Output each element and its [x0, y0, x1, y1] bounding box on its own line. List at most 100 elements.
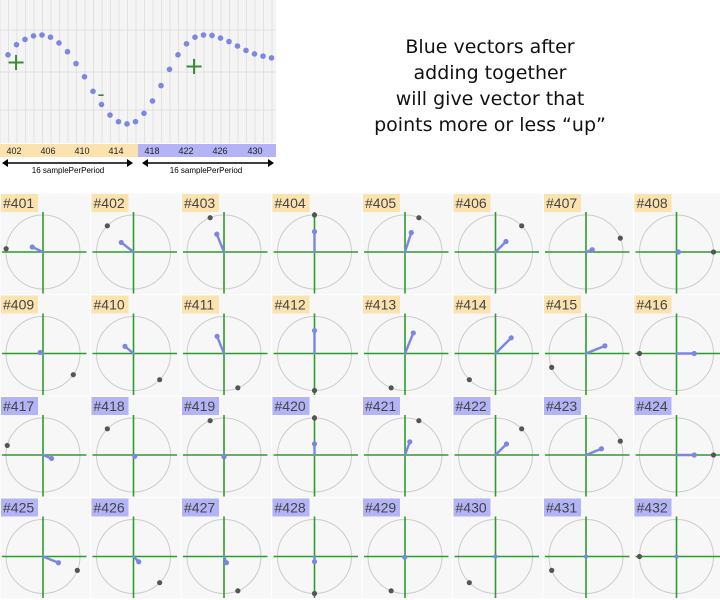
- sample-point: [200, 32, 207, 38]
- sample-label-bg: [363, 498, 400, 517]
- reference-dot: [74, 567, 80, 573]
- phasor-cell: #405: [362, 193, 452, 294]
- sample-label-bg: [544, 498, 581, 517]
- sample-point: [73, 60, 79, 67]
- reference-dot: [617, 438, 623, 444]
- sample-label-bg: [544, 295, 581, 314]
- phasor-tip: [583, 554, 589, 559]
- sample-label-bg: [91, 498, 129, 517]
- phasor-vector: [584, 344, 607, 355]
- sample-label-bg: [634, 498, 672, 517]
- sample-point: [243, 47, 249, 54]
- phasor-tip: [29, 244, 35, 250]
- phasor-cell: #422: [453, 396, 543, 497]
- sample-label-bg: [363, 295, 400, 314]
- sample-label-bg: [634, 295, 672, 314]
- sample-point: [5, 52, 11, 58]
- phasor-tip: [691, 452, 697, 458]
- phasor-cell: #430: [453, 498, 543, 599]
- reference-dot: [636, 350, 643, 357]
- sample-label-bg: [272, 498, 310, 517]
- period-tick-label: 430: [247, 146, 262, 156]
- sample-point: [47, 34, 54, 40]
- sample-label: #426: [94, 500, 125, 516]
- phasor-tip: [311, 327, 318, 334]
- phasor-tip: [602, 343, 608, 349]
- sample-label: #403: [184, 195, 215, 211]
- period-span-arrow: [2, 159, 133, 167]
- sample-point: [107, 112, 113, 118]
- phasor-tip: [37, 349, 43, 356]
- reference-dot: [104, 426, 110, 432]
- sample-label: #414: [456, 297, 487, 313]
- sample-label: #417: [3, 398, 34, 414]
- sample-label-bg: [182, 194, 219, 212]
- period-tick-label: 406: [40, 146, 55, 156]
- sample-label: #407: [546, 195, 577, 211]
- phasor-cell: #425: [0, 498, 90, 599]
- sample-label: #428: [275, 500, 306, 516]
- reference-dot: [519, 223, 525, 229]
- sample-label: #405: [365, 195, 396, 211]
- sample-point: [158, 82, 164, 89]
- phasor-cell: #401: [0, 193, 90, 294]
- sample-point: [13, 41, 20, 48]
- second-period-band: [138, 144, 276, 157]
- reference-dot: [416, 418, 422, 424]
- caption-line: will give vector that: [395, 88, 585, 110]
- reference-dot: [157, 580, 163, 586]
- sample-point: [141, 110, 147, 117]
- reference-dot: [710, 452, 717, 458]
- sample-point: [64, 48, 71, 55]
- period-tick-label: 418: [144, 146, 159, 156]
- caption-line: Blue vectors after: [405, 36, 575, 58]
- sample-point: [56, 40, 62, 46]
- sample-point: [166, 66, 173, 73]
- reference-dot: [311, 415, 318, 421]
- sample-label: #420: [275, 398, 306, 414]
- sample-label: #402: [94, 195, 125, 211]
- sample-label-bg: [272, 295, 310, 314]
- phasor-cell: #411: [181, 295, 271, 396]
- reference-dot: [549, 567, 555, 573]
- phasor-vector: [41, 555, 60, 564]
- phasor-cell: #410: [91, 295, 181, 396]
- sample-label-bg: [634, 194, 672, 212]
- sample-label: #401: [3, 195, 34, 211]
- sample-point: [268, 55, 275, 61]
- sample-label-bg: [453, 295, 491, 314]
- phasor-cell: #420: [272, 396, 362, 497]
- sample-label: #421: [365, 398, 396, 414]
- phasor-tip: [675, 249, 681, 255]
- phasor-tip: [311, 559, 318, 565]
- phasor-cell: #427: [181, 498, 271, 599]
- reference-dot: [207, 418, 213, 424]
- phasor-cell: #408: [634, 193, 720, 294]
- reference-dot: [466, 377, 472, 383]
- sample-label-bg: [91, 397, 129, 415]
- sample-point: [39, 32, 45, 38]
- sample-label-bg: [453, 498, 491, 517]
- period-length-label: 16 samplePerPeriod: [170, 166, 242, 175]
- phasor-tip: [598, 446, 605, 452]
- reference-dot: [416, 215, 422, 221]
- phasor-cell: #431: [543, 498, 633, 599]
- phasor-tip: [122, 343, 128, 349]
- phasor-tip: [136, 559, 142, 565]
- phasor-vector: [403, 231, 413, 254]
- arrow-head-right: [127, 159, 133, 167]
- caption-line: points more or less “up”: [374, 114, 606, 136]
- phasor-tip: [410, 330, 416, 336]
- period-tick-label: 402: [6, 146, 21, 156]
- phasor-tip: [221, 454, 227, 460]
- reference-dot: [549, 364, 555, 370]
- phasor-tip: [508, 335, 514, 341]
- sample-point: [192, 34, 198, 40]
- phasor-cell: #412: [272, 295, 362, 396]
- sample-point: [132, 118, 139, 125]
- sample-label: #418: [94, 398, 125, 414]
- phasor-cell: #415: [543, 295, 633, 396]
- phasor-tip: [691, 350, 697, 357]
- phasor-cell: #407: [543, 193, 633, 294]
- sample-label: #410: [94, 297, 125, 313]
